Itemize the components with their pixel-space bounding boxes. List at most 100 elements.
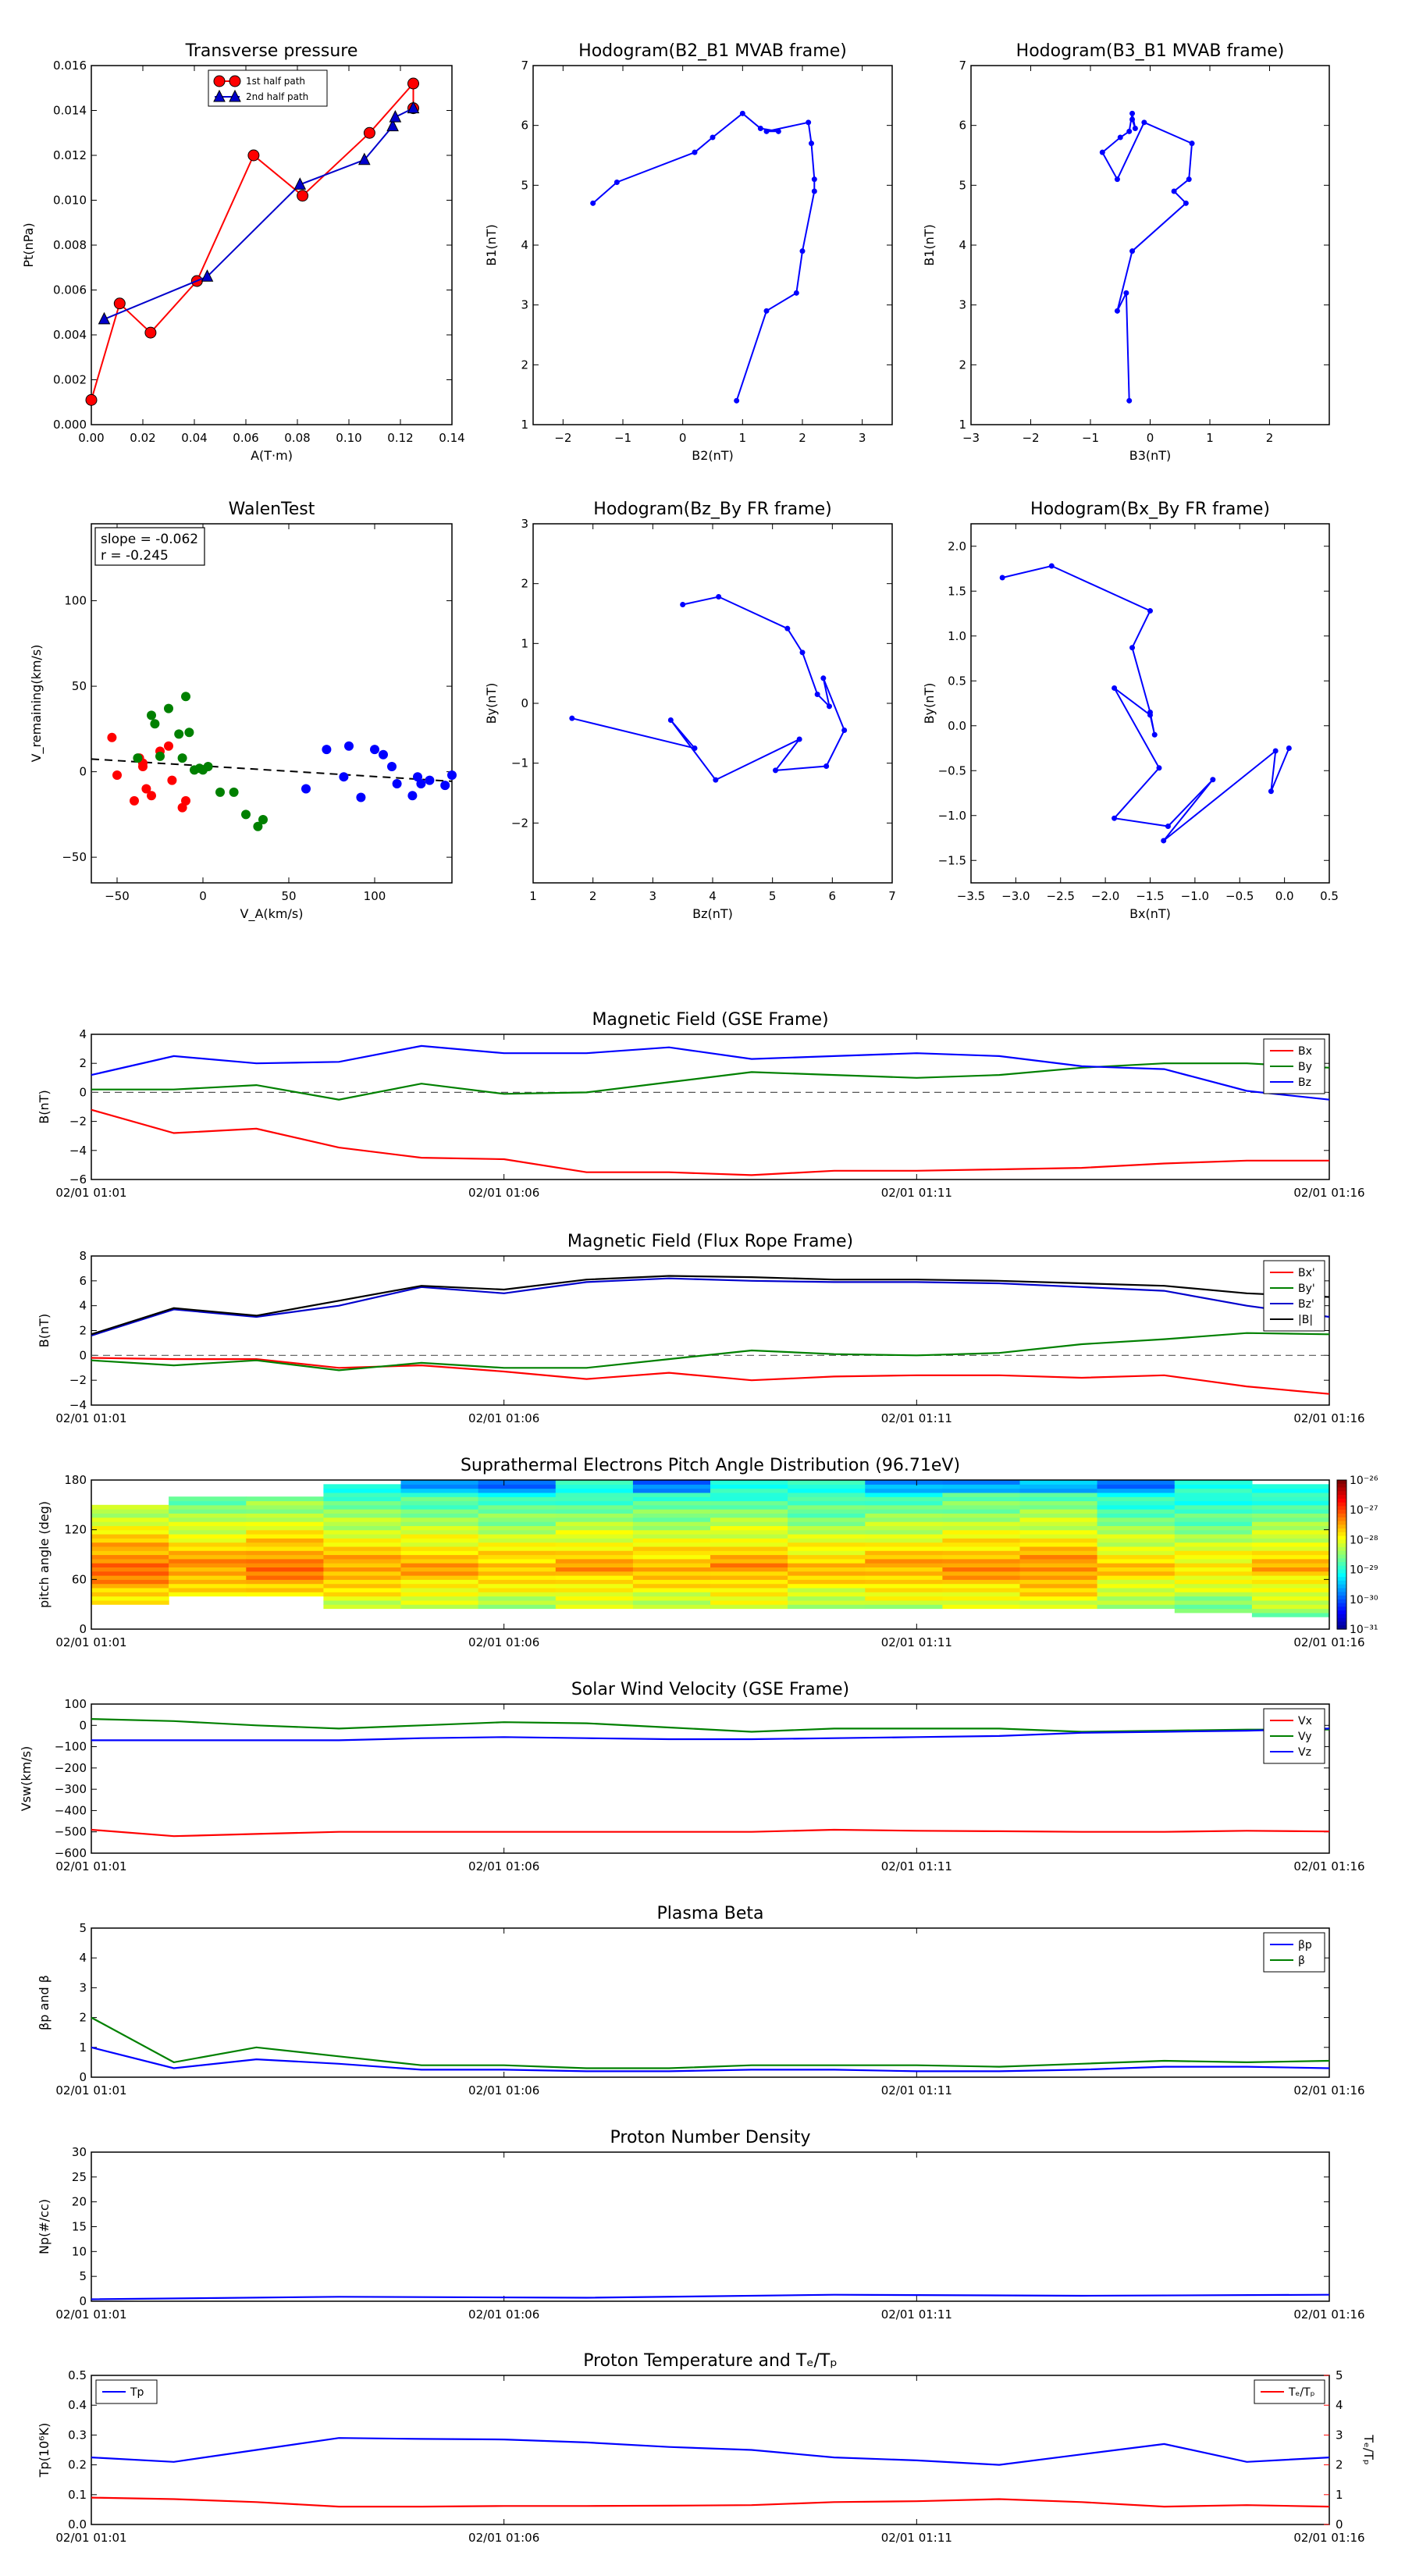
y-tick-label: −500 <box>55 1825 87 1839</box>
heatmap-cell <box>942 1571 1021 1576</box>
heatmap-cell <box>323 1525 402 1531</box>
heatmap-cell <box>1019 1558 1098 1564</box>
heatmap-cell <box>91 1513 169 1518</box>
legend-label: Vy <box>1298 1731 1312 1743</box>
x-tick-label: −1.0 <box>1181 889 1209 903</box>
heatmap-cell <box>246 1538 324 1543</box>
series-line <box>91 1727 1330 1742</box>
heatmap-cell <box>865 1558 943 1564</box>
y-tick-label: 2.0 <box>948 539 966 553</box>
heatmap-cell <box>555 1550 634 1556</box>
heatmap-cell <box>478 1529 557 1535</box>
heatmap-cell <box>1019 1554 1098 1560</box>
heatmap-cell <box>632 1542 711 1547</box>
data-point <box>181 795 190 806</box>
heatmap-cell <box>1251 1612 1330 1617</box>
x-tick-label: 2 <box>589 889 597 903</box>
heatmap-cell <box>788 1484 866 1489</box>
y-tick-label: 1 <box>521 636 528 650</box>
series-line <box>91 2046 1330 2073</box>
heatmap-cell <box>555 1484 634 1489</box>
heatmap-cell <box>788 1517 866 1522</box>
heatmap-cell <box>555 1492 634 1497</box>
data-point <box>1129 110 1136 116</box>
chart-title: Hodogram(B2_B1 MVAB frame) <box>578 41 847 61</box>
heatmap-cell <box>400 1517 479 1522</box>
data-point <box>447 770 457 780</box>
y-tick-label: 7 <box>521 59 528 73</box>
heatmap-cell <box>246 1579 324 1585</box>
data-point <box>799 248 806 254</box>
heatmap-cell <box>91 1521 169 1526</box>
heatmap-cell <box>788 1525 866 1531</box>
chart-title: Magnetic Field (Flux Rope Frame) <box>567 1232 853 1251</box>
x-tick-label: 4 <box>709 889 717 903</box>
heatmap-cell <box>246 1542 324 1547</box>
heatmap-cell <box>555 1604 634 1610</box>
y-tick-label: 0.000 <box>53 418 87 432</box>
heatmap-cell <box>478 1542 557 1547</box>
heatmap-cell <box>788 1592 866 1597</box>
heatmap-cell <box>1097 1558 1176 1564</box>
heatmap-cell <box>1174 1488 1253 1493</box>
x-tick-label: 02/01 01:01 <box>55 1186 126 1200</box>
y-tick-label: 2 <box>521 577 528 591</box>
heatmap-cell <box>1174 1571 1253 1576</box>
heatmap-cell <box>91 1599 169 1605</box>
heatmap-cell <box>323 1496 402 1502</box>
heatmap-cell <box>1251 1583 1330 1589</box>
colorbar-label: 10⁻²⁷ <box>1350 1504 1378 1517</box>
x-tick-label: −1.5 <box>1136 889 1164 903</box>
heatmap-cell <box>942 1599 1021 1605</box>
heatmap-cell <box>788 1550 866 1556</box>
heatmap-cell <box>865 1579 943 1585</box>
data-point <box>1112 685 1118 691</box>
heatmap-cell <box>400 1604 479 1610</box>
data-point <box>147 710 156 720</box>
chart-title: Solar Wind Velocity (GSE Frame) <box>571 1680 849 1699</box>
legend-marker <box>213 89 226 102</box>
heatmap-cell <box>865 1542 943 1547</box>
heatmap-cell <box>246 1500 324 1506</box>
y-tick-label: 0 <box>521 696 528 710</box>
heatmap-cell <box>169 1529 247 1535</box>
heatmap-cell <box>865 1592 943 1597</box>
heatmap-cell <box>632 1599 711 1605</box>
heatmap-cell <box>1097 1583 1176 1589</box>
heatmap-cell <box>942 1550 1021 1556</box>
y-tick-label: −50 <box>62 850 87 864</box>
y-tick-label: 0 <box>79 765 87 779</box>
x-tick-label: 02/01 01:06 <box>468 2531 539 2545</box>
heatmap-cell <box>710 1517 788 1522</box>
heatmap-cell <box>1251 1599 1330 1605</box>
y-tick-label: −1 <box>511 756 528 770</box>
legend-label: By' <box>1298 1283 1315 1295</box>
heatmap-cell <box>1097 1563 1176 1567</box>
x-tick-label: −1 <box>614 431 631 445</box>
x-tick-label: 02/01 01:16 <box>1293 1635 1364 1649</box>
colorbar-label: 10⁻³¹ <box>1350 1624 1378 1636</box>
heatmap-cell <box>865 1596 943 1601</box>
y-axis-label: By(nT) <box>922 683 937 724</box>
heatmap-cell <box>710 1513 788 1518</box>
y-tick-label: 4 <box>79 1027 87 1041</box>
data-point <box>167 775 177 785</box>
y-tick-label: −4 <box>69 1144 87 1158</box>
annotation-r: r = -0.245 <box>101 548 169 564</box>
series-line <box>91 1357 1330 1395</box>
data-point <box>258 814 268 824</box>
x-axis-label: Bx(nT) <box>1129 906 1171 921</box>
heatmap-cell <box>169 1575 247 1580</box>
heatmap-cell <box>400 1521 479 1526</box>
data-point <box>247 149 260 162</box>
heatmap-cell <box>1019 1571 1098 1576</box>
heatmap-cell <box>788 1596 866 1601</box>
series-line <box>91 1044 1330 1101</box>
heatmap-cell <box>246 1567 324 1572</box>
heatmap-cell <box>91 1563 169 1567</box>
plot-frame <box>91 2375 1330 2525</box>
data-point <box>1141 119 1147 126</box>
heatmap-cell <box>323 1558 402 1564</box>
heatmap-cell <box>710 1567 788 1572</box>
